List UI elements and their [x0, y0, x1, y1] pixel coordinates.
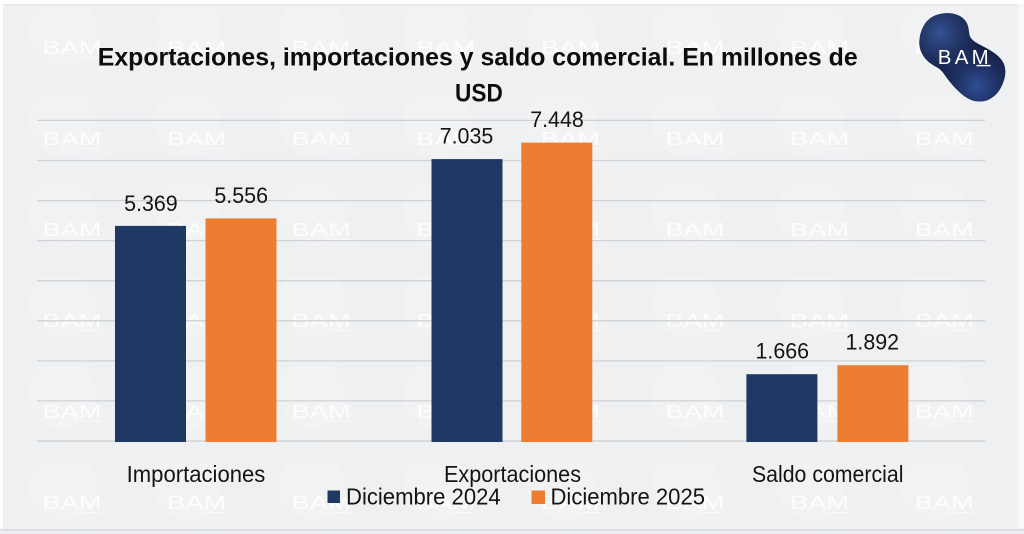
svg-text:Exportaciones: Exportaciones	[444, 461, 581, 487]
svg-text:Diciembre 2024: Diciembre 2024	[346, 483, 501, 509]
svg-text:Saldo comercial: Saldo comercial	[752, 461, 904, 487]
svg-text:Importaciones: Importaciones	[127, 461, 266, 487]
svg-text:BAM: BAM	[938, 46, 992, 69]
svg-text:7.035: 7.035	[440, 124, 494, 149]
svg-text:1.892: 1.892	[846, 330, 900, 355]
svg-text:5.556: 5.556	[214, 183, 268, 208]
svg-text:1.666: 1.666	[756, 339, 810, 364]
svg-text:7.448: 7.448	[530, 107, 584, 132]
svg-text:5.369: 5.369	[124, 191, 178, 216]
svg-text:Exportaciones, importaciones y: Exportaciones, importaciones y saldo com…	[98, 44, 858, 72]
svg-text:Diciembre 2025: Diciembre 2025	[551, 483, 706, 509]
svg-text:USD: USD	[455, 79, 503, 107]
